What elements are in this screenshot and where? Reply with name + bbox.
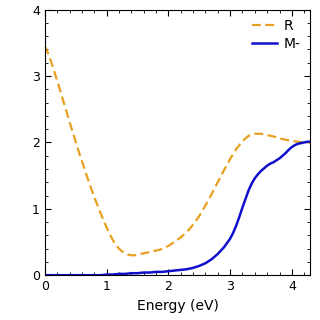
R: [123, 252, 127, 255]
X-axis label: Energy (eV): Energy (eV): [137, 299, 219, 313]
M-: [136, 271, 140, 275]
R: [142, 252, 146, 255]
M-: [55, 273, 59, 277]
M-: [308, 140, 312, 144]
R: [154, 249, 158, 252]
M-: [61, 273, 65, 277]
M-: [253, 176, 257, 180]
R: [308, 140, 312, 144]
M-: [305, 140, 309, 144]
M-: [256, 172, 260, 176]
Legend: R, M-: R, M-: [249, 17, 303, 53]
R: [43, 44, 47, 48]
Line: R: R: [45, 46, 310, 255]
R: [68, 120, 71, 124]
M-: [191, 266, 195, 270]
R: [172, 240, 176, 244]
M-: [43, 273, 47, 277]
R: [129, 253, 133, 257]
Line: M-: M-: [45, 142, 310, 275]
R: [179, 236, 183, 239]
